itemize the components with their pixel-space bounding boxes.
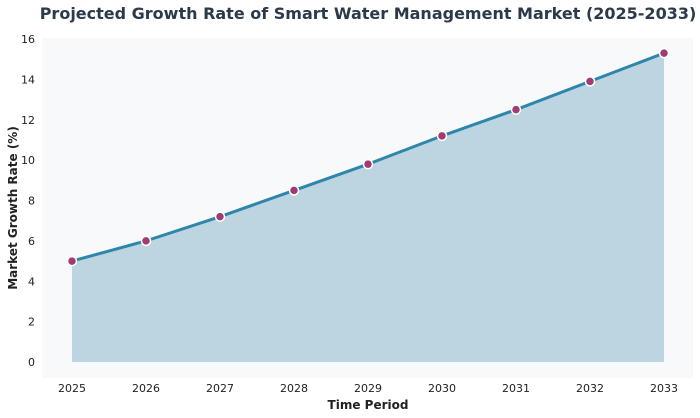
x-tick-label: 2026 bbox=[132, 382, 160, 395]
y-axis-label: Market Growth Rate (%) bbox=[6, 126, 20, 290]
chart-title: Projected Growth Rate of Smart Water Man… bbox=[40, 4, 697, 23]
data-point bbox=[66, 255, 78, 267]
data-point bbox=[436, 130, 448, 142]
y-tick-label: 16 bbox=[21, 33, 35, 46]
x-tick-label: 2029 bbox=[354, 382, 382, 395]
area-fill bbox=[72, 53, 664, 362]
y-tick-label: 2 bbox=[28, 316, 35, 329]
y-tick-label: 0 bbox=[28, 356, 35, 369]
y-tick-label: 6 bbox=[28, 235, 35, 248]
x-tick-label: 2033 bbox=[650, 382, 678, 395]
x-tick-label: 2025 bbox=[58, 382, 86, 395]
x-tick-label: 2027 bbox=[206, 382, 234, 395]
x-tick-label: 2030 bbox=[428, 382, 456, 395]
y-tick-label: 8 bbox=[28, 195, 35, 208]
y-tick-label: 4 bbox=[28, 275, 35, 288]
data-point bbox=[288, 185, 300, 196]
data-point bbox=[362, 158, 374, 170]
data-point bbox=[510, 104, 522, 115]
y-tick-label: 12 bbox=[21, 114, 35, 127]
x-tick-label: 2028 bbox=[280, 382, 308, 395]
y-tick-label: 10 bbox=[21, 154, 35, 167]
y-tick-label: 14 bbox=[21, 73, 35, 86]
x-axis-label: Time Period bbox=[328, 398, 409, 412]
data-point bbox=[584, 76, 596, 87]
data-point bbox=[214, 211, 226, 222]
x-tick-label: 2032 bbox=[576, 382, 604, 395]
data-point bbox=[140, 235, 152, 247]
data-point bbox=[658, 47, 670, 59]
x-tick-label: 2031 bbox=[502, 382, 530, 395]
